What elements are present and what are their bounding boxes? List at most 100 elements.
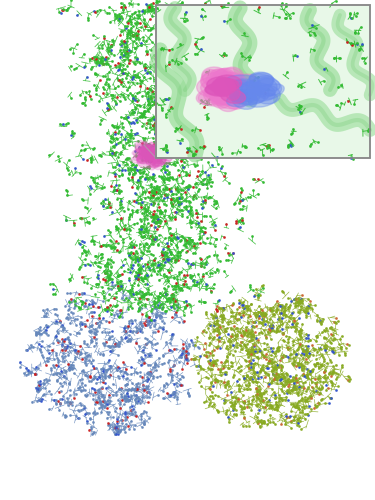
Ellipse shape	[141, 141, 149, 154]
Ellipse shape	[156, 154, 172, 164]
Ellipse shape	[210, 68, 235, 85]
Ellipse shape	[255, 78, 277, 98]
Ellipse shape	[249, 76, 274, 90]
Bar	[156, 5, 370, 158]
Ellipse shape	[214, 68, 236, 85]
Ellipse shape	[236, 90, 260, 102]
Ellipse shape	[147, 148, 160, 162]
Ellipse shape	[149, 142, 160, 148]
Ellipse shape	[149, 152, 162, 162]
Ellipse shape	[137, 152, 152, 164]
Ellipse shape	[142, 143, 149, 154]
Ellipse shape	[153, 159, 160, 167]
Ellipse shape	[209, 87, 245, 109]
Ellipse shape	[214, 78, 235, 90]
Ellipse shape	[217, 84, 238, 98]
Ellipse shape	[146, 148, 162, 164]
Ellipse shape	[149, 148, 165, 161]
Ellipse shape	[143, 144, 160, 154]
Ellipse shape	[209, 72, 246, 90]
Ellipse shape	[228, 80, 261, 92]
Ellipse shape	[139, 146, 154, 159]
Ellipse shape	[205, 84, 230, 95]
Ellipse shape	[150, 154, 162, 166]
Ellipse shape	[148, 152, 159, 162]
Ellipse shape	[214, 82, 237, 97]
Ellipse shape	[150, 162, 159, 168]
Ellipse shape	[219, 74, 255, 90]
Ellipse shape	[201, 70, 220, 89]
Ellipse shape	[152, 151, 163, 162]
Ellipse shape	[201, 70, 232, 90]
Ellipse shape	[212, 76, 235, 92]
Ellipse shape	[147, 145, 156, 154]
Ellipse shape	[152, 154, 166, 166]
Ellipse shape	[196, 88, 226, 105]
Ellipse shape	[245, 88, 269, 103]
Ellipse shape	[159, 146, 173, 161]
Ellipse shape	[230, 90, 251, 103]
Ellipse shape	[158, 160, 170, 164]
Ellipse shape	[222, 67, 243, 85]
Ellipse shape	[207, 76, 237, 94]
Ellipse shape	[216, 90, 241, 112]
Ellipse shape	[143, 152, 156, 165]
Ellipse shape	[258, 89, 275, 100]
Ellipse shape	[152, 159, 162, 170]
Ellipse shape	[201, 81, 230, 98]
Ellipse shape	[135, 144, 150, 154]
Ellipse shape	[211, 80, 236, 94]
Ellipse shape	[228, 82, 260, 97]
Ellipse shape	[253, 85, 280, 104]
Ellipse shape	[231, 90, 257, 110]
Bar	[156, 5, 370, 158]
Ellipse shape	[140, 150, 155, 160]
Ellipse shape	[249, 72, 273, 86]
Ellipse shape	[154, 153, 168, 166]
Ellipse shape	[196, 78, 225, 97]
Ellipse shape	[149, 154, 161, 161]
Ellipse shape	[133, 153, 144, 160]
Ellipse shape	[146, 148, 160, 158]
Ellipse shape	[216, 75, 242, 90]
Ellipse shape	[211, 90, 232, 108]
Ellipse shape	[140, 150, 147, 158]
Ellipse shape	[211, 90, 236, 104]
Ellipse shape	[140, 146, 153, 155]
Ellipse shape	[142, 149, 157, 160]
Ellipse shape	[220, 80, 251, 101]
Ellipse shape	[229, 84, 252, 102]
Ellipse shape	[249, 93, 278, 107]
Ellipse shape	[212, 78, 236, 93]
Ellipse shape	[148, 142, 160, 160]
Ellipse shape	[222, 79, 239, 91]
Ellipse shape	[212, 80, 237, 91]
Ellipse shape	[153, 155, 166, 164]
Ellipse shape	[150, 148, 164, 156]
Ellipse shape	[134, 150, 145, 159]
Ellipse shape	[149, 158, 165, 168]
Ellipse shape	[225, 75, 259, 88]
Ellipse shape	[226, 86, 240, 100]
Ellipse shape	[202, 72, 229, 87]
Ellipse shape	[226, 94, 254, 107]
Ellipse shape	[207, 77, 232, 90]
Ellipse shape	[252, 83, 275, 96]
Ellipse shape	[210, 88, 248, 104]
Ellipse shape	[136, 152, 156, 162]
Ellipse shape	[137, 156, 155, 168]
Ellipse shape	[212, 80, 230, 94]
Ellipse shape	[150, 144, 165, 156]
Ellipse shape	[205, 90, 241, 106]
Ellipse shape	[143, 150, 161, 162]
Ellipse shape	[241, 82, 258, 92]
Ellipse shape	[204, 88, 232, 104]
Ellipse shape	[142, 150, 162, 157]
Ellipse shape	[130, 156, 147, 164]
Ellipse shape	[206, 72, 230, 90]
Ellipse shape	[232, 79, 256, 93]
Ellipse shape	[212, 68, 242, 88]
Ellipse shape	[139, 146, 146, 152]
Ellipse shape	[222, 78, 248, 95]
Ellipse shape	[216, 84, 243, 101]
